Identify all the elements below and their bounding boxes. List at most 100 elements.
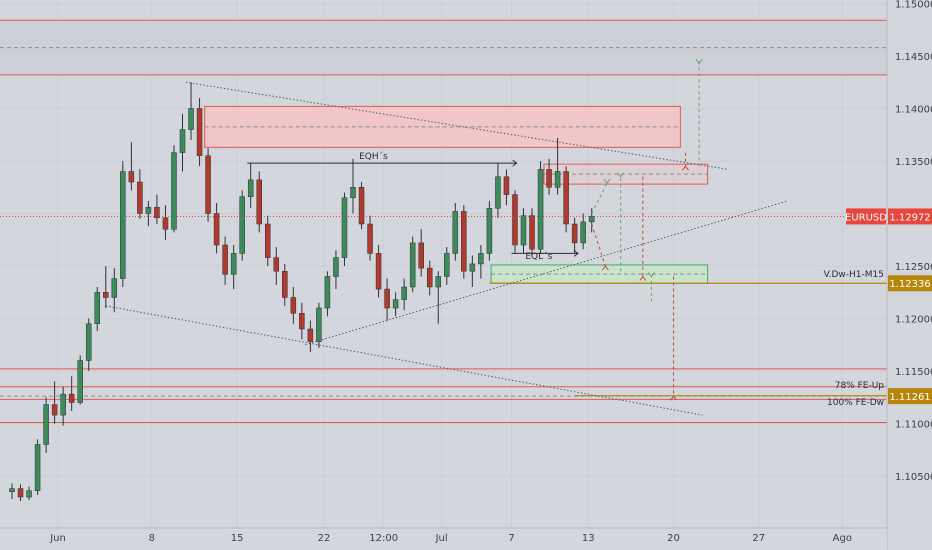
time-tick-label: Jul [435, 533, 448, 544]
candle-body [111, 278, 118, 298]
candle-body [171, 152, 177, 230]
candle-body [426, 267, 433, 288]
price-tick-label: 1.14500 [895, 52, 932, 63]
candle-body [324, 276, 331, 309]
price-tick-label: 1.11500 [895, 367, 932, 378]
candle-body [469, 263, 476, 272]
level-tag-bg [888, 388, 932, 405]
candle-body [128, 171, 135, 183]
candle-body [392, 299, 399, 309]
candlestick-series [9, 82, 595, 502]
candle-body [120, 171, 126, 279]
candle-body [256, 179, 262, 225]
time-tick-label: 20 [667, 533, 680, 544]
level-label: 78% FE-Up [835, 381, 885, 391]
candle-body [418, 242, 424, 269]
candle-body [9, 488, 15, 493]
time-tick-label: 22 [318, 533, 331, 544]
candle-body [537, 169, 544, 250]
price-axis-panel[interactable] [887, 0, 932, 550]
eqh-arrowhead [512, 159, 518, 167]
candle-body [495, 176, 501, 209]
candle-body [478, 253, 484, 265]
candle-body [333, 257, 339, 277]
candle-body [588, 216, 595, 223]
candle-body [162, 217, 169, 230]
arrow-down-short-head [682, 165, 689, 171]
price-tags: EURUSD 1.12972 V.Dw-H1-M15 1.12336 78% FE-Up… [824, 208, 932, 408]
time-tick-label: 27 [752, 533, 765, 544]
candle-body [461, 211, 467, 272]
projection-arrows [591, 59, 703, 401]
time-axis-ticks: Jun 8 15 22 12:00 Jul 7 13 20 27 Ago [49, 533, 852, 544]
trendline [185, 81, 729, 170]
eql-label: EQL´s [525, 251, 552, 262]
candle-body [154, 206, 160, 218]
candle-body [571, 223, 578, 244]
price-tick-label: 1.12000 [895, 315, 932, 326]
candle-body [188, 108, 194, 130]
price-tick-label: 1.14000 [895, 105, 932, 116]
arrow-down-diagonal [591, 223, 606, 267]
candle-body [205, 155, 211, 214]
time-tick-label: Jun [49, 533, 66, 544]
trendlines [105, 81, 788, 416]
eql-arrowhead [573, 250, 579, 257]
candle-body [554, 171, 561, 188]
candle-body [34, 444, 41, 491]
time-tick-label: 12:00 [369, 533, 398, 544]
chart-grid [0, 0, 887, 528]
time-tick-label: 8 [149, 533, 155, 544]
candle-body [222, 244, 228, 275]
candle-body [85, 323, 92, 361]
candle-body [384, 288, 390, 309]
candle-body [26, 490, 32, 498]
candle-body [375, 253, 382, 290]
candle-body [563, 171, 569, 225]
symbol-tag-label: EURUSD [845, 212, 887, 223]
horizontal-levels [0, 19, 887, 423]
candle-body [290, 297, 297, 314]
candle-body [341, 197, 348, 258]
candle-body [247, 179, 254, 197]
candle-body [265, 223, 271, 258]
candle-body [350, 187, 356, 198]
candle-body [444, 253, 450, 277]
level-tag-bg [888, 275, 932, 292]
candle-body [94, 292, 100, 324]
candle-body [307, 328, 314, 342]
arrow-up-small-head [647, 272, 655, 278]
price-axis-ticks: 1.150001.145001.140001.135001.130001.125… [895, 0, 932, 483]
candle-body [60, 393, 66, 416]
candle-body [68, 393, 75, 403]
candle-body [103, 292, 109, 298]
candle-body [358, 187, 365, 225]
arrow-up-mid-head [617, 172, 625, 178]
price-tick-label: 1.13500 [895, 157, 932, 168]
time-tick-label: 7 [508, 533, 514, 544]
time-axis-panel[interactable] [0, 528, 887, 550]
candle-body [196, 108, 203, 156]
candle-body [520, 215, 527, 246]
level-label: 100% FE-Dw [827, 398, 884, 408]
time-tick-label: 15 [231, 533, 244, 544]
price-tick-label: 1.12500 [895, 262, 932, 273]
eqh-label: EQH´s [359, 151, 388, 162]
price-zones [0, 20, 887, 284]
candle-body [486, 208, 493, 254]
candle-body [230, 253, 237, 275]
arrow-up-diagonal-head [603, 178, 611, 184]
level-tag-value: 1.11261 [889, 392, 930, 403]
candle-body [282, 271, 288, 298]
candle-body [239, 196, 245, 254]
candle-body [367, 223, 373, 254]
current-price-tag-value: 1.12972 [889, 212, 930, 223]
arrow-down-target-head [670, 395, 677, 401]
level-tag-value: 1.12336 [889, 279, 930, 290]
time-tick-label: Ago [833, 533, 852, 544]
candle-body [273, 257, 280, 272]
candle-body [512, 194, 518, 246]
candle-body [77, 360, 83, 403]
candle-body [43, 404, 49, 445]
